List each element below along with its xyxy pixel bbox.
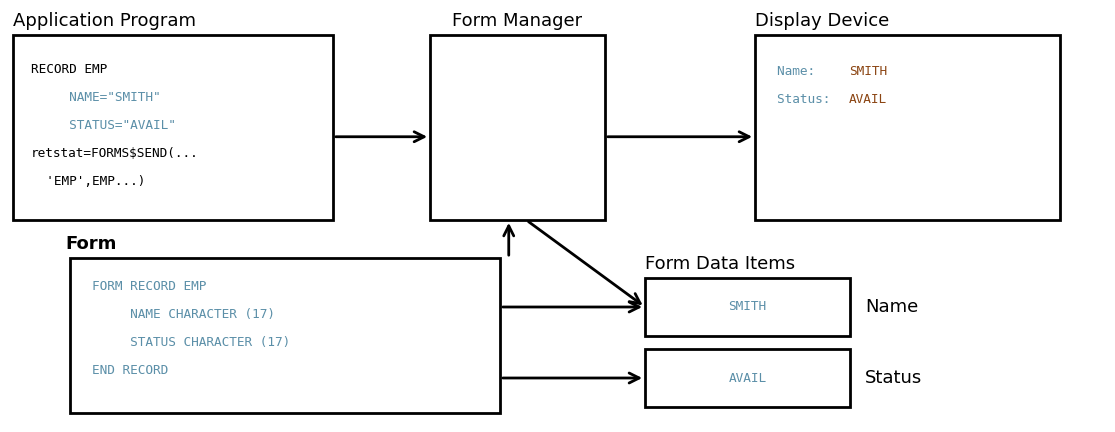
- Text: AVAIL: AVAIL: [728, 372, 767, 384]
- Text: Name: Name: [865, 298, 919, 316]
- Text: SMITH: SMITH: [849, 65, 888, 78]
- Bar: [755, 35, 1060, 220]
- Bar: [70, 258, 500, 413]
- Text: Form Manager: Form Manager: [453, 12, 582, 30]
- Text: SMITH: SMITH: [728, 301, 767, 314]
- Text: Application Program: Application Program: [13, 12, 196, 30]
- Text: Form: Form: [65, 235, 116, 253]
- Text: 'EMP',EMP...): 'EMP',EMP...): [31, 175, 145, 188]
- Bar: [13, 35, 333, 220]
- Text: NAME="SMITH": NAME="SMITH": [31, 91, 161, 104]
- Text: NAME CHARACTER (17): NAME CHARACTER (17): [93, 308, 275, 321]
- Bar: [644, 349, 850, 407]
- Bar: [430, 35, 605, 220]
- Text: Status: Status: [865, 369, 922, 387]
- Text: Status:: Status:: [777, 93, 845, 106]
- Text: retstat=FORMS$SEND(...: retstat=FORMS$SEND(...: [31, 147, 198, 160]
- Text: RECORD EMP: RECORD EMP: [31, 63, 107, 76]
- Text: STATUS="AVAIL": STATUS="AVAIL": [31, 119, 176, 132]
- Text: Form Data Items: Form Data Items: [644, 255, 795, 273]
- Text: FORM RECORD EMP: FORM RECORD EMP: [93, 280, 206, 293]
- Text: END RECORD: END RECORD: [93, 364, 168, 377]
- Text: Name:: Name:: [777, 65, 838, 78]
- Bar: [644, 278, 850, 336]
- Text: AVAIL: AVAIL: [849, 93, 888, 106]
- Text: STATUS CHARACTER (17): STATUS CHARACTER (17): [93, 336, 290, 349]
- Text: Display Device: Display Device: [755, 12, 890, 30]
